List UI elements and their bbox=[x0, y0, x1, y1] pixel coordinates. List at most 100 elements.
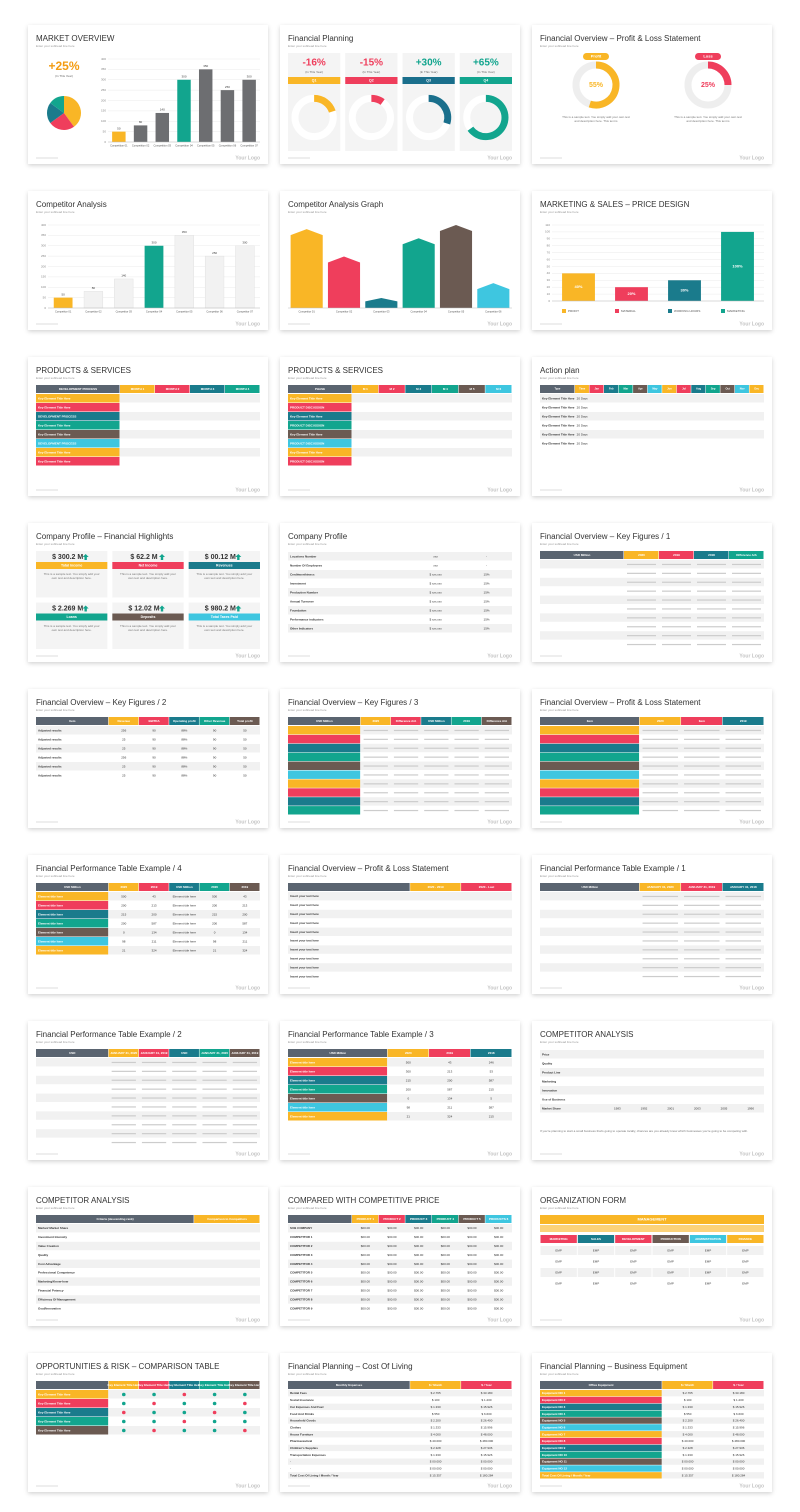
org-dept-label: SALES bbox=[591, 1237, 601, 1241]
table-row bbox=[288, 900, 512, 910]
cell-placeholder bbox=[454, 738, 479, 740]
row-accent bbox=[288, 1085, 388, 1094]
row-accent bbox=[540, 1431, 662, 1438]
header-label: Total profit bbox=[237, 719, 252, 723]
row-accent bbox=[36, 946, 109, 955]
table-row bbox=[540, 412, 764, 421]
x-tick-label: Competitor 03 bbox=[373, 310, 390, 314]
header-cell bbox=[694, 551, 729, 559]
slide-logo: Your Logo bbox=[739, 1483, 764, 1489]
cell: Insert your text here bbox=[290, 894, 319, 898]
cell-placeholder bbox=[725, 931, 761, 933]
header-label: MONTH 4 bbox=[236, 387, 250, 391]
cell: $00.00 bbox=[387, 1306, 397, 1310]
cell-placeholder bbox=[684, 774, 720, 776]
footer-placeholder bbox=[288, 1153, 310, 1155]
cell: $00.00 bbox=[361, 1244, 371, 1248]
footer-placeholder bbox=[36, 1485, 58, 1487]
cell-placeholder bbox=[684, 792, 720, 794]
card-tag bbox=[402, 77, 455, 84]
header-label: Sep bbox=[711, 387, 716, 391]
card-note-box: This is a sample text. You simply add yo… bbox=[120, 624, 176, 632]
table-row bbox=[36, 1399, 260, 1408]
org-cell bbox=[615, 1246, 652, 1255]
bar bbox=[562, 273, 595, 301]
cell: DEVELOPMENT PROCESS bbox=[38, 414, 76, 418]
card-tag bbox=[36, 562, 108, 569]
cell: $ 1.330 bbox=[683, 1405, 693, 1409]
header-cell bbox=[378, 1215, 405, 1223]
donut-value-label: 55% bbox=[589, 82, 604, 89]
header-label: USD Million bbox=[329, 1051, 346, 1055]
cell: 15% bbox=[484, 617, 490, 621]
slide-title: MARKET OVERVIEW bbox=[36, 34, 115, 43]
cell: $00.00 bbox=[441, 1280, 451, 1284]
x-tick-label: Competition 04 bbox=[175, 144, 193, 148]
row-accent bbox=[540, 761, 640, 770]
header-label: PRODUCT 3 bbox=[410, 1217, 428, 1221]
org-cell bbox=[540, 1246, 577, 1255]
cell: Element title here bbox=[173, 894, 197, 898]
slide-subtitle: Enter your subhead line here bbox=[540, 44, 579, 48]
cell-placeholder bbox=[232, 1079, 257, 1081]
bar bbox=[615, 287, 648, 301]
cell: $ 2.328 bbox=[431, 1446, 441, 1450]
cell: 88% bbox=[181, 764, 187, 768]
cell-placeholder bbox=[662, 626, 691, 628]
cell: 215 bbox=[212, 912, 217, 916]
header-cell bbox=[729, 551, 764, 559]
cell: $ 2.328 bbox=[683, 1446, 693, 1450]
cell: 324 bbox=[152, 948, 157, 952]
value-label: 20% bbox=[627, 291, 635, 296]
org-dept bbox=[652, 1235, 689, 1243]
y-tick-label: 110 bbox=[545, 223, 550, 227]
y-tick-label: 400 bbox=[41, 223, 46, 227]
cell: Price bbox=[542, 1052, 550, 1056]
slide-logo: Your Logo bbox=[487, 985, 512, 991]
cell-placeholder bbox=[232, 1141, 257, 1144]
legend-swatch bbox=[668, 309, 672, 313]
donut-label-pill bbox=[583, 53, 609, 60]
row-accent bbox=[288, 797, 361, 806]
cell: $ xxx.xxx bbox=[429, 626, 442, 630]
header-label: 2019 bbox=[673, 553, 680, 557]
cell: $00.00 bbox=[387, 1271, 397, 1275]
cell: - bbox=[290, 1467, 291, 1471]
cell: 587 bbox=[242, 921, 247, 925]
value-label: 140 bbox=[160, 108, 165, 112]
row-accent bbox=[540, 1444, 662, 1452]
card-tag-label: Loans bbox=[67, 615, 77, 619]
cell: Insert your text here bbox=[290, 974, 319, 978]
cell: 0 bbox=[407, 1096, 409, 1100]
cell-placeholder bbox=[725, 765, 761, 767]
status-dot bbox=[121, 1401, 126, 1406]
slide-title: Financial Overview – Profit & Loss State… bbox=[540, 34, 701, 43]
slide-subtitle: Enter your subhead line here bbox=[540, 1206, 579, 1210]
table-row bbox=[288, 909, 512, 919]
header-cell bbox=[681, 717, 723, 725]
table-row bbox=[288, 892, 512, 901]
cell: $00.00 bbox=[387, 1244, 397, 1248]
status-dot bbox=[121, 1419, 126, 1424]
slide-subtitle: Enter your subhead line here bbox=[288, 874, 327, 878]
cell-placeholder bbox=[484, 756, 509, 758]
table-row bbox=[288, 430, 512, 439]
cell-placeholder bbox=[684, 931, 720, 933]
cell-placeholder bbox=[662, 581, 691, 583]
x-tick-label: Competitor 05 bbox=[176, 310, 193, 314]
bar bbox=[174, 235, 194, 309]
cell: COMPETITOR 9 bbox=[290, 1306, 313, 1310]
header-cell bbox=[647, 385, 662, 393]
cell: 43 bbox=[448, 1060, 452, 1064]
org-cell bbox=[652, 1257, 689, 1266]
header-label: 2018 bbox=[488, 1051, 495, 1055]
pie-slice bbox=[64, 96, 81, 127]
cell-placeholder bbox=[202, 1061, 227, 1064]
row-accent bbox=[288, 1112, 388, 1121]
cell: 20 Days bbox=[577, 423, 589, 427]
cell-placeholder bbox=[484, 774, 509, 776]
card-note: This is a sample text. You simply add yo… bbox=[43, 623, 100, 632]
cell-placeholder bbox=[454, 756, 479, 758]
cell-placeholder bbox=[232, 1115, 257, 1117]
cell-placeholder bbox=[627, 626, 656, 628]
